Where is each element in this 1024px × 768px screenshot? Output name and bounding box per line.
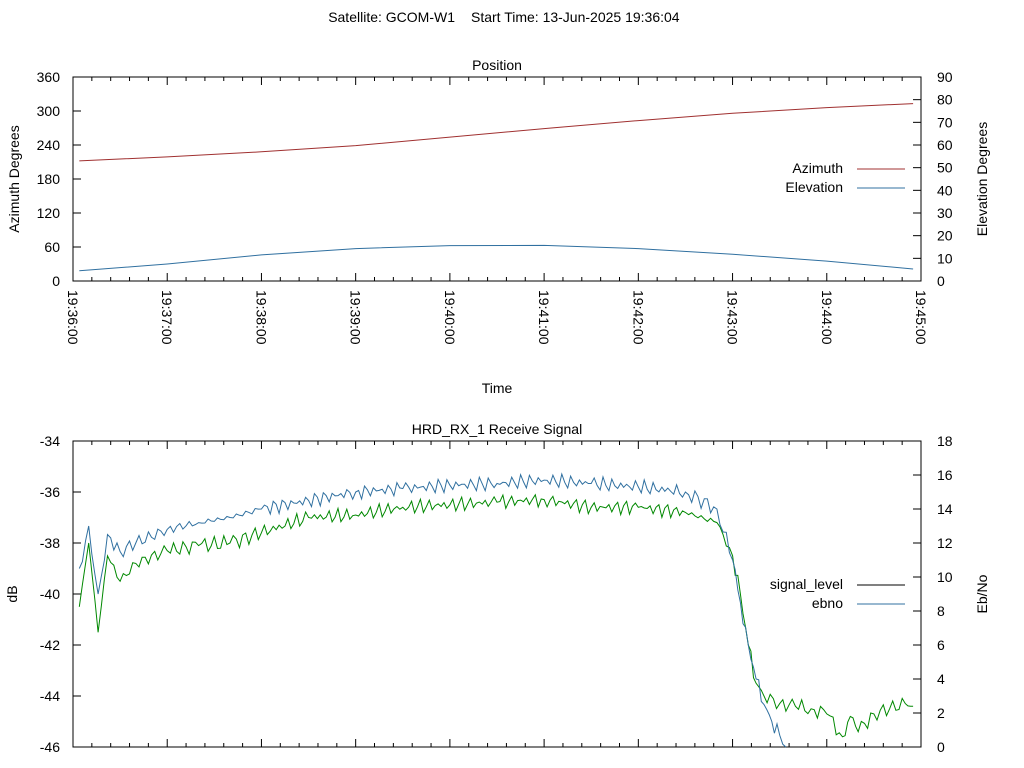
x-tick-label: 19:44:00 — [819, 290, 835, 345]
y2-tick-label: 50 — [937, 160, 953, 176]
y-tick-label: -40 — [40, 586, 60, 602]
y2-tick-label: 0 — [937, 273, 945, 289]
y2-tick-label: 10 — [937, 569, 953, 585]
x-tick-label: 19:39:00 — [348, 290, 364, 345]
y-tick-label: -46 — [40, 739, 60, 755]
signal-y-axis-label: dB — [4, 585, 20, 602]
y-tick-label: -34 — [40, 433, 60, 449]
x-tick-label: 19:45:00 — [913, 290, 929, 345]
series-line-ebno — [78, 472, 787, 748]
y-tick-label: 180 — [37, 171, 61, 187]
series-line-Elevation — [79, 244, 914, 272]
x-tick-label: 19:40:00 — [442, 290, 458, 345]
y2-tick-label: 80 — [937, 92, 953, 108]
position-y2-axis-label: Elevation Degrees — [974, 122, 990, 236]
signal-title: HRD_RX_1 Receive Signal — [412, 421, 582, 437]
y2-tick-label: 70 — [937, 114, 953, 130]
y2-tick-label: 90 — [937, 69, 953, 85]
position-legend: Azimuth Elevation — [785, 160, 905, 195]
position-title: Position — [472, 57, 522, 73]
position-axes: 0 60 120 180 240 300 360 0 10 20 30 40 50 60 70 80 90 19:… — [37, 69, 953, 345]
signal-y2-axis-label: Eb/No — [974, 574, 990, 613]
y2-tick-label: 6 — [937, 637, 945, 653]
y-tick-label: -42 — [40, 637, 60, 653]
y2-tick-label: 0 — [937, 739, 945, 755]
y2-tick-label: 8 — [937, 603, 945, 619]
y-tick-label: 0 — [52, 273, 60, 289]
x-tick-label: 19:38:00 — [253, 290, 269, 345]
y2-tick-label: 40 — [937, 182, 953, 198]
x-tick-label: 19:42:00 — [630, 290, 646, 345]
y-tick-label: 120 — [37, 205, 61, 221]
y2-tick-label: 30 — [937, 205, 953, 221]
y-tick-label: -38 — [40, 535, 60, 551]
x-tick-label: 19:43:00 — [725, 290, 741, 345]
y-tick-label: -36 — [40, 484, 60, 500]
y2-tick-label: 14 — [937, 501, 953, 517]
y-tick-label: 360 — [37, 69, 61, 85]
position-series — [79, 103, 914, 272]
signal-chart: HRD_RX_1 Receive Signal -46-44-42-40-38-… — [4, 421, 990, 755]
x-tick-label: 19:41:00 — [536, 290, 552, 345]
position-chart: Position 0 60 120 180 240 300 360 0 10 20 30 40 50 60… — [6, 57, 990, 396]
x-tick-label: 19:37:00 — [159, 290, 175, 345]
y2-tick-label: 20 — [937, 228, 953, 244]
series-line-Azimuth — [79, 103, 914, 162]
legend-label-ebno: ebno — [812, 595, 843, 611]
position-x-axis-label: Time — [482, 380, 513, 396]
signal-series — [78, 472, 914, 748]
header-start-time: Start Time: 13-Jun-2025 19:36:04 — [471, 9, 680, 25]
x-tick-label: 19:36:00 — [65, 290, 81, 345]
y2-tick-label: 12 — [937, 535, 953, 551]
legend-label-signal-level: signal_level — [770, 576, 843, 592]
y-tick-label: -44 — [40, 688, 60, 704]
y2-tick-label: 16 — [937, 467, 953, 483]
y-tick-label: 60 — [44, 239, 60, 255]
y2-tick-label: 10 — [937, 250, 953, 266]
position-y-axis-label: Azimuth Degrees — [6, 125, 22, 232]
y2-tick-label: 2 — [937, 705, 945, 721]
y2-tick-label: 60 — [937, 137, 953, 153]
signal-axes: -46 -44 -42 -40 -38 -36 -34 0 2 4 6 8 10 12 14 16 18 — [40, 433, 953, 755]
y-tick-label: 300 — [37, 103, 61, 119]
legend-label-elevation: Elevation — [785, 179, 843, 195]
y-tick-label: 240 — [37, 137, 61, 153]
series-line-signal_level — [78, 493, 914, 738]
y2-tick-label: 4 — [937, 671, 945, 687]
header-satellite: Satellite: GCOM-W1 — [328, 9, 455, 25]
y2-tick-label: 18 — [937, 433, 953, 449]
legend-label-azimuth: Azimuth — [792, 160, 843, 176]
signal-legend: signal_level ebno — [770, 576, 905, 611]
signal-plot-frame — [72, 440, 922, 748]
